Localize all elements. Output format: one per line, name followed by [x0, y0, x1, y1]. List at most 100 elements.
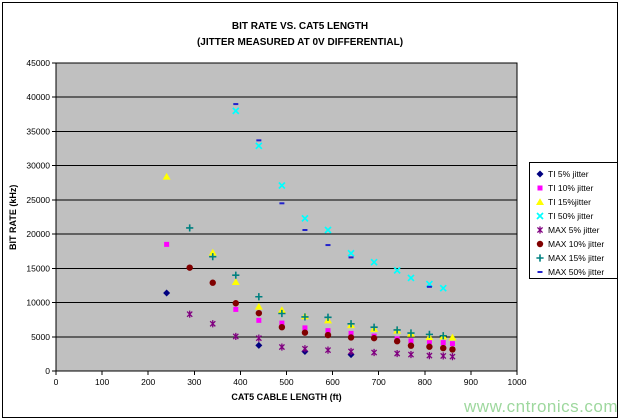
plus-marker: [347, 320, 355, 328]
x-tick-label: 700: [372, 377, 386, 387]
y-tick-label: 35000: [26, 126, 50, 136]
chart-title: BIT RATE VS. CAT5 LENGTH (JITTER MEASURE…: [0, 19, 600, 51]
circle-marker: [186, 264, 193, 271]
circle-marker: [278, 323, 286, 331]
x-marker: [370, 258, 378, 266]
legend-item: MAX 15% jitter: [534, 251, 617, 265]
plus-marker: [407, 329, 415, 337]
star-marker: [449, 353, 456, 361]
circle-marker: [393, 338, 401, 345]
plus-marker: [425, 330, 434, 338]
triangle-marker: [277, 306, 286, 314]
series-ti-50-jitter: [232, 107, 447, 292]
square-marker: [302, 325, 308, 331]
series-max-15-jitter: [186, 224, 447, 340]
circle-marker: [370, 334, 378, 342]
x-marker: [278, 181, 286, 190]
x-tick-label: 1000: [508, 377, 527, 387]
square-marker: [256, 317, 262, 323]
star-marker-icon: [536, 226, 544, 234]
x-marker: [536, 212, 544, 220]
square-marker-icon: [537, 185, 543, 191]
star-marker: [232, 332, 239, 341]
star-marker: [440, 352, 447, 360]
triangle-marker: [162, 172, 171, 180]
plus-marker: [255, 293, 263, 301]
legend-item: TI 10% jitter: [534, 181, 617, 195]
y-tick-label: 15000: [26, 263, 50, 273]
series-max-50-jitter: [233, 103, 432, 288]
legend-label: MAX 15% jitter: [548, 253, 605, 263]
x-marker: [232, 107, 240, 115]
legend-item: TI 15%jitter: [534, 195, 617, 209]
plus-marker: [232, 271, 240, 279]
square-marker: [449, 341, 455, 347]
diamond-marker: [255, 341, 263, 349]
star-marker: [209, 320, 216, 328]
legend: TI 5% jitter TI 10% jitter TI 15%jitter TI …: [529, 162, 618, 279]
star-marker: [371, 348, 378, 357]
square-marker: [325, 328, 331, 334]
x-marker: [439, 284, 447, 292]
star-marker: [347, 347, 355, 356]
star-marker: [407, 350, 415, 359]
circle-marker: [324, 331, 332, 339]
dash-marker: [348, 256, 354, 259]
legend-label: TI 15%jitter: [548, 197, 591, 207]
plus-marker: [324, 313, 332, 321]
x-tick-label: 600: [326, 377, 340, 387]
x-marker: [407, 274, 415, 282]
square-marker: [164, 241, 170, 247]
circle-marker: [209, 279, 216, 286]
x-marker: [393, 266, 401, 274]
y-tick-label: 5000: [31, 332, 50, 342]
star-marker: [255, 334, 262, 342]
x-tick-label: 0: [54, 377, 59, 387]
legend-label: TI 50% jitter: [548, 211, 594, 221]
x-tick-label: 400: [233, 377, 247, 387]
plot-background: [55, 62, 518, 372]
x-tick-label: 900: [464, 377, 478, 387]
plus-marker-icon: [536, 254, 544, 262]
x-marker: [255, 142, 263, 150]
square-marker: [348, 330, 354, 336]
x-marker: [347, 249, 355, 257]
legend-item: MAX 5% jitter: [534, 223, 617, 237]
diamond-marker: [536, 170, 544, 178]
chart-title-line2: (JITTER MEASURED AT 0V DIFFERENTIAL): [196, 37, 404, 48]
dash-marker: [325, 244, 331, 247]
dash-marker: [256, 139, 262, 142]
star-marker: [186, 310, 193, 318]
circle-marker: [426, 343, 433, 350]
legend-label: MAX 10% jitter: [548, 239, 605, 249]
legend-label: MAX 5% jitter: [548, 225, 600, 235]
y-tick-label: 30000: [26, 161, 50, 171]
legend-label: TI 10% jitter: [548, 183, 594, 193]
diamond-marker-icon: [536, 170, 544, 178]
plus-marker: [278, 309, 286, 318]
triangle-marker: [208, 248, 217, 256]
watermark: www.cntronics.com: [464, 397, 618, 416]
triangle-marker: [231, 278, 240, 286]
dash-marker: [279, 202, 285, 205]
y-tick-label: 20000: [26, 229, 50, 239]
x-marker: [301, 214, 309, 222]
square-marker: [279, 320, 285, 326]
plus-marker: [301, 313, 309, 321]
square-marker: [537, 185, 543, 191]
circle-marker: [536, 240, 544, 248]
star-marker: [426, 352, 433, 360]
x-tick-label: 800: [418, 377, 432, 387]
circle-marker: [449, 346, 456, 353]
dash-marker: [233, 103, 239, 106]
plus-marker: [536, 254, 544, 262]
dash-marker-icon: [537, 271, 543, 273]
plus-marker: [370, 323, 378, 331]
legend-label: MAX 50% jitter: [548, 267, 605, 277]
x-tick-label: 500: [279, 377, 293, 387]
square-marker: [233, 306, 239, 312]
circle-marker: [255, 309, 263, 317]
x-marker-icon: [536, 212, 544, 220]
